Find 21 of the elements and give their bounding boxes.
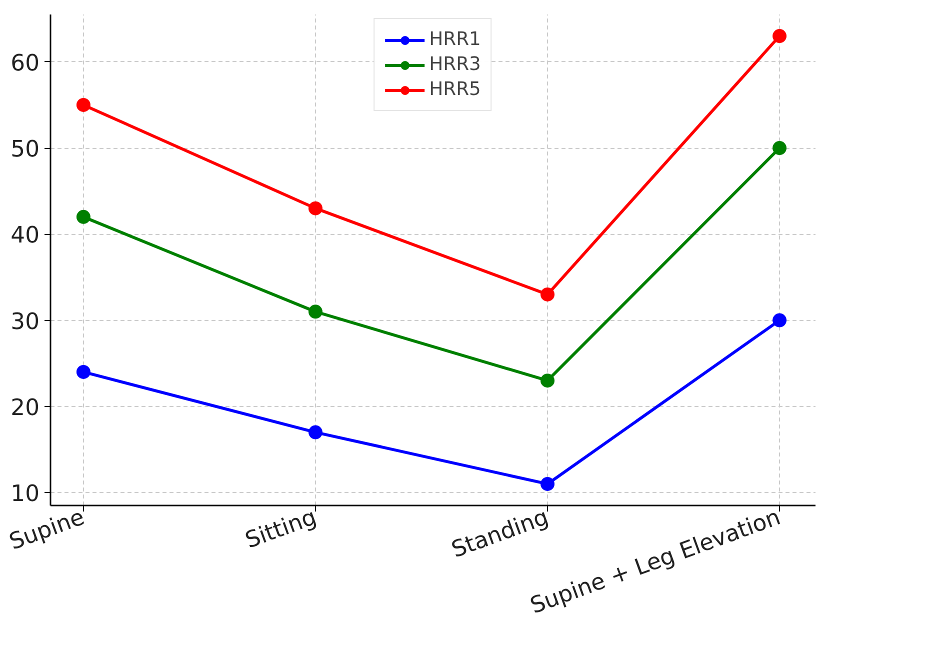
point (540, 287, 555, 302)
y-tick-label: 30 (10, 308, 40, 335)
point (76, 98, 90, 112)
point (772, 141, 787, 156)
y-tick-label: 60 (10, 50, 40, 76)
y-tick-label: 20 (10, 394, 40, 421)
point (772, 29, 787, 44)
x-tick-label: Sitting (242, 504, 320, 554)
point (772, 313, 787, 328)
point (308, 425, 322, 440)
y-tick-label: 40 (10, 222, 40, 249)
point (540, 374, 555, 388)
point (76, 210, 90, 224)
point (308, 304, 322, 319)
legend-label: HRR3 (429, 54, 481, 75)
legend-label: HRR5 (429, 79, 481, 100)
legend-label: HRR1 (429, 29, 481, 50)
point (540, 476, 555, 491)
y-tick-label: 50 (10, 136, 40, 163)
point (308, 201, 322, 216)
point (76, 364, 90, 379)
